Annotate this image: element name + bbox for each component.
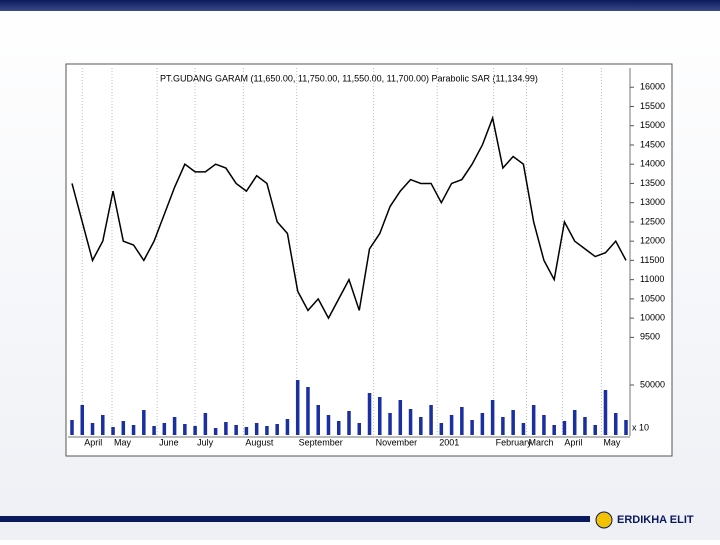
chart-title: PT.GUDANG GARAM (11,650.00, 11,750.00, 1… (160, 73, 538, 83)
volume-bar (131, 425, 136, 435)
x-tick-label: July (197, 437, 214, 447)
volume-bar (285, 419, 290, 435)
x-tick-label: April (564, 437, 582, 447)
volume-bar (593, 425, 597, 435)
volume-bar (429, 405, 433, 435)
volume-bar (439, 423, 444, 435)
volume-bar (470, 420, 474, 435)
volume-bar (552, 425, 556, 435)
x-tick-label: May (114, 437, 132, 447)
x-tick-label: March (528, 437, 553, 447)
volume-bar (542, 415, 546, 435)
x-tick-label: September (299, 437, 343, 447)
volume-bar (275, 424, 279, 435)
volume-bar (367, 393, 372, 435)
volume-bar (347, 411, 351, 435)
y-tick-label: 13000 (640, 197, 665, 207)
volume-bar (183, 424, 187, 435)
volume-bar (398, 400, 403, 435)
volume-bar (295, 380, 300, 435)
x-tick-label: August (245, 437, 274, 447)
top-bar (0, 0, 720, 11)
y-tick-label: 9500 (640, 332, 660, 342)
x-tick-label: November (376, 437, 418, 447)
price-line (71, 115, 627, 320)
volume-bar (521, 423, 526, 435)
y-tick-label: 14000 (640, 159, 665, 169)
volume-bar (388, 413, 392, 435)
logo-icon (595, 511, 613, 529)
volume-bar (90, 423, 95, 435)
volume-bar (531, 405, 536, 435)
y-tick-label: 15500 (640, 101, 665, 111)
volume-bar (162, 423, 167, 435)
y-tick-label: 15000 (640, 120, 665, 130)
volume-bar (460, 407, 464, 435)
y-tick-label: 12500 (640, 216, 665, 226)
volume-bar (265, 426, 269, 435)
y-tick-label: 10000 (640, 313, 665, 323)
y-tick-label: 16000 (640, 82, 665, 92)
volume-bar (234, 425, 238, 435)
volume-bar (306, 387, 310, 435)
volume-bar (378, 397, 382, 435)
logo-text: ERDIKHA ELIT (617, 514, 694, 526)
volume-bar (490, 400, 495, 435)
volume-bar (254, 423, 259, 435)
volume-bar (511, 410, 515, 435)
y-tick-label: 11000 (640, 274, 664, 284)
volume-bar (152, 426, 156, 435)
volume-bar (326, 415, 331, 435)
y-tick-label: 13500 (640, 178, 665, 188)
volume-bar (316, 405, 320, 435)
volume-bar (172, 417, 177, 435)
x-tick-label: May (603, 437, 621, 447)
volume-bar (572, 410, 577, 435)
volume-bar (562, 421, 567, 435)
volume-bar (101, 415, 105, 435)
y-tick-label: 10500 (640, 293, 665, 303)
volume-bar (224, 422, 228, 435)
y-tick-label: 11500 (640, 255, 664, 265)
volume-tick-label: 50000 (640, 379, 665, 389)
volume-bar (203, 413, 208, 435)
volume-unit: x 10 (632, 422, 649, 432)
volume-bar (613, 413, 618, 435)
x-tick-label: 2001 (439, 437, 459, 447)
volume-bar (480, 413, 485, 435)
volume-bar (80, 405, 85, 435)
volume-bar (357, 423, 362, 435)
volume-bar (142, 410, 146, 435)
x-tick-label: June (159, 437, 179, 447)
volume-bar (111, 427, 115, 435)
y-tick-label: 14500 (640, 139, 665, 149)
volume-bar (449, 415, 454, 435)
volume-bar (419, 417, 423, 435)
volume-bar (193, 426, 197, 435)
volume-bar (336, 421, 341, 435)
volume-bar (213, 428, 218, 435)
volume-bar (624, 420, 628, 435)
bottom-bar (0, 516, 590, 522)
chart-frame (65, 63, 673, 457)
volume-bar (603, 390, 608, 435)
volume-bar (121, 421, 126, 435)
x-tick-label: February (496, 437, 533, 447)
volume-bar (501, 417, 505, 435)
volume-bar (244, 427, 249, 435)
volume-bar (408, 409, 413, 435)
volume-bar (70, 420, 74, 435)
y-tick-label: 12000 (640, 236, 665, 246)
x-tick-label: April (84, 437, 102, 447)
volume-bar (583, 417, 587, 435)
